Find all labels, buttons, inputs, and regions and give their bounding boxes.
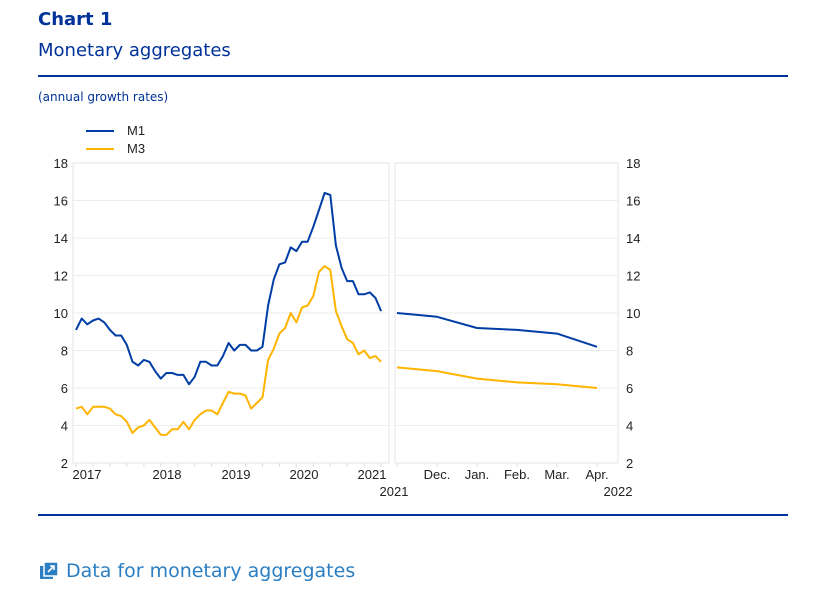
- x-tick-label: 2019: [222, 467, 251, 482]
- grid-right: [395, 200, 618, 426]
- footer-divider: [38, 514, 788, 516]
- series-line-m3-history: [75, 265, 382, 436]
- x-tick-label: Dec.: [424, 467, 451, 482]
- y-tick-label-left: 8: [61, 344, 68, 359]
- y-tick-label-right: 12: [626, 269, 640, 284]
- header-divider: [38, 75, 788, 77]
- x-tick-label: 2018: [153, 467, 182, 482]
- x-tick-label: 2020: [290, 467, 319, 482]
- y-tick-label-right: 14: [626, 231, 640, 246]
- y-tick-label-left: 14: [54, 231, 68, 246]
- y-tick-label-right: 8: [626, 344, 633, 359]
- series-left: [75, 192, 383, 436]
- legend: M1 M3: [86, 123, 145, 156]
- y-tick-label-left: 16: [54, 194, 68, 209]
- y-tick-label-left: 18: [54, 156, 68, 171]
- x-tick-label: Mar.: [544, 467, 569, 482]
- y-tick-label-right: 6: [626, 381, 633, 396]
- x-axis-right: Dec. Jan. Feb. Mar. Apr. 2021 2022: [380, 463, 633, 499]
- x-tick-label: 2021: [358, 467, 387, 482]
- plot-frame-left: [72, 162, 390, 464]
- series-line-m1-history: [75, 192, 383, 386]
- external-link-icon: [40, 562, 58, 580]
- x-tick-label: 2017: [73, 467, 102, 482]
- data-download-link[interactable]: Data for monetary aggregates: [40, 560, 355, 582]
- x-axis-left: 2017 2018 2019 2020 2021: [73, 463, 387, 482]
- y-axis-right: 2 4 6 8 10 12 14 16 18: [626, 156, 640, 471]
- x-year-label: 2021: [380, 484, 409, 499]
- x-year-label: 2022: [604, 484, 633, 499]
- series-line-m1-recent: [396, 312, 598, 348]
- chart-number: Chart 1: [38, 9, 113, 30]
- x-tick-label: Jan.: [465, 467, 490, 482]
- series-line-m3-recent: [396, 366, 598, 389]
- y-tick-label-right: 18: [626, 156, 640, 171]
- y-tick-label-right: 2: [626, 456, 633, 471]
- y-tick-label-right: 4: [626, 419, 633, 434]
- chart-subtitle: (annual growth rates): [38, 90, 169, 104]
- grid-left: [73, 200, 389, 426]
- x-tick-label: Feb.: [504, 467, 530, 482]
- legend-label-m1: M1: [127, 123, 145, 138]
- y-tick-label-right: 16: [626, 194, 640, 209]
- y-tick-label-left: 2: [61, 456, 68, 471]
- y-tick-label-right: 10: [626, 306, 640, 321]
- data-download-link-label[interactable]: Data for monetary aggregates: [66, 560, 356, 582]
- plot-frame-right: [394, 162, 619, 464]
- y-tick-label-left: 12: [54, 269, 68, 284]
- x-tick-label: Apr.: [585, 467, 608, 482]
- series-right: [396, 312, 598, 389]
- y-tick-label-left: 10: [54, 306, 68, 321]
- legend-label-m3: M3: [127, 141, 145, 156]
- y-tick-label-left: 4: [61, 419, 68, 434]
- chart-title: Monetary aggregates: [38, 40, 231, 61]
- y-tick-label-left: 6: [61, 381, 68, 396]
- y-axis-left: 2 4 6 8 10 12 14 16 18: [54, 156, 68, 471]
